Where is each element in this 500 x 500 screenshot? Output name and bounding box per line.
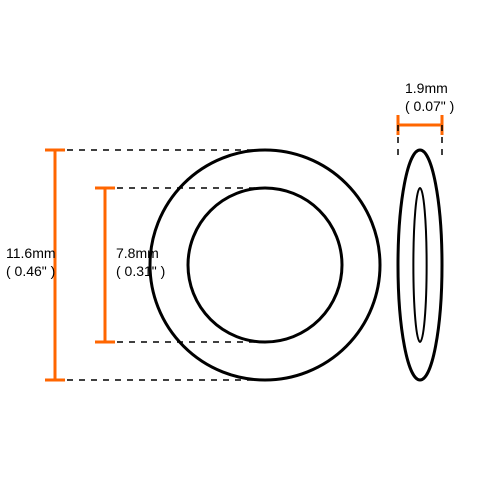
ring-side-inner (413, 188, 426, 342)
inner-diameter-mm: 7.8mm (116, 245, 159, 261)
ring-front-inner (188, 188, 342, 342)
inner-diameter-label: 7.8mm ( 0.31" ) (116, 245, 165, 280)
inner-diameter-inch: ( 0.31" ) (116, 263, 165, 279)
thickness-mm: 1.9mm (405, 80, 448, 96)
outer-diameter-mm: 11.6mm (6, 245, 56, 261)
outer-diameter-label: 11.6mm ( 0.46" ) (6, 245, 56, 280)
thickness-label: 1.9mm ( 0.07" ) (405, 80, 454, 115)
dimension-diagram: 11.6mm ( 0.46" ) 7.8mm ( 0.31" ) 1.9mm (… (0, 0, 500, 500)
ring-side-outer (398, 150, 442, 380)
outer-diameter-inch: ( 0.46" ) (6, 263, 55, 279)
ring-front-outer (150, 150, 380, 380)
thickness-inch: ( 0.07" ) (405, 98, 454, 114)
